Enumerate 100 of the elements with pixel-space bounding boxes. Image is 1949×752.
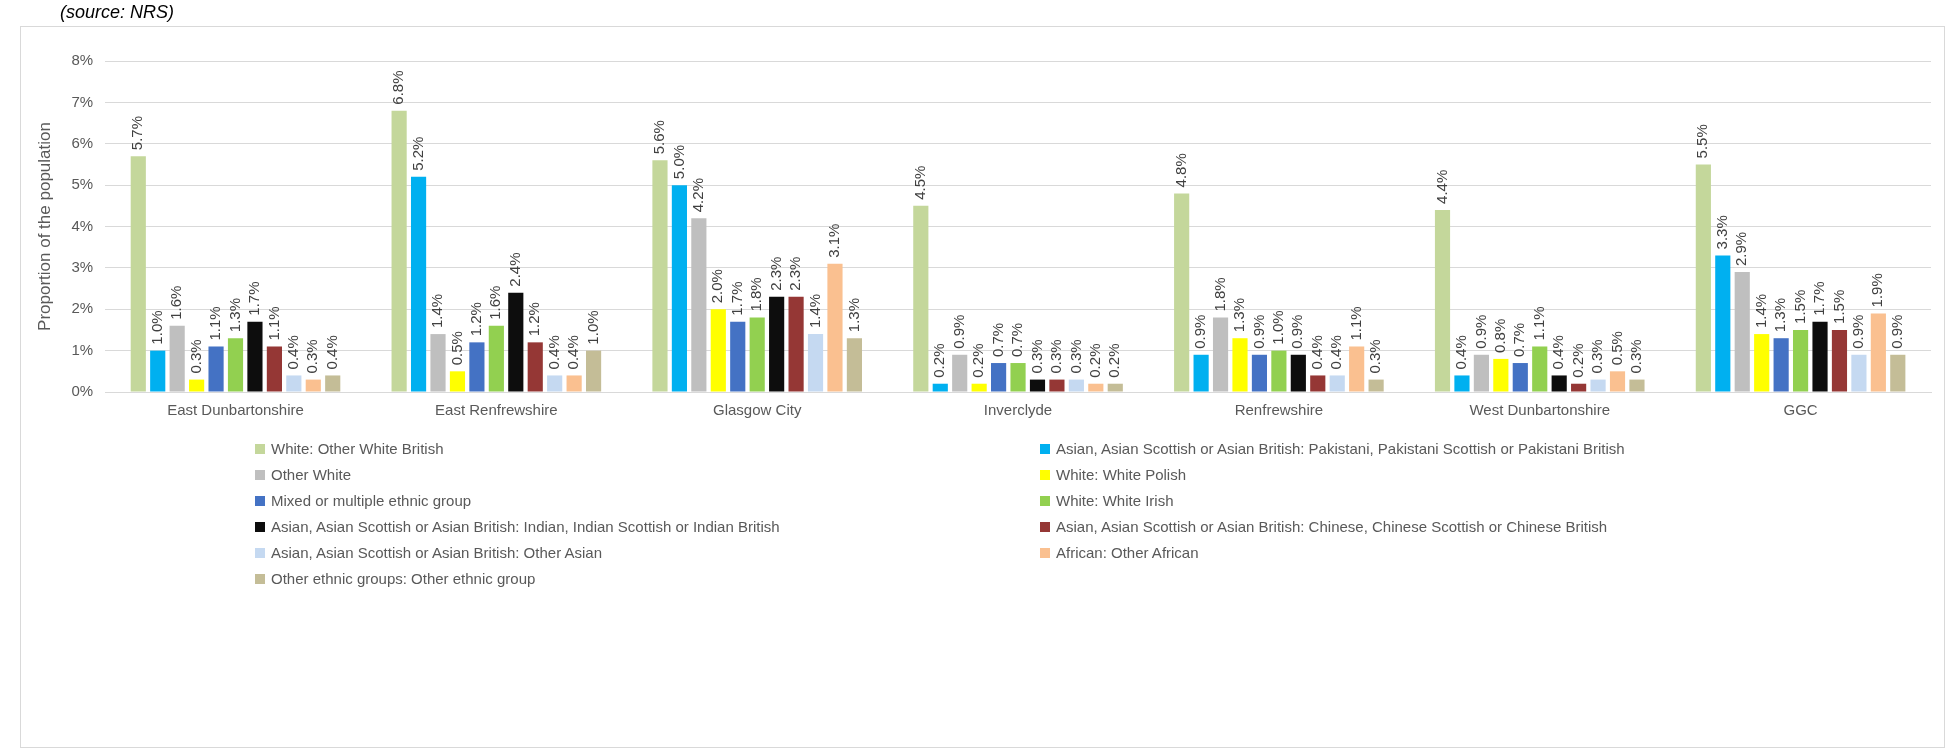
data-label: 0.9% bbox=[1191, 314, 1209, 349]
bar bbox=[1609, 371, 1626, 392]
bar bbox=[1590, 379, 1606, 392]
bar bbox=[410, 176, 427, 392]
legend-label: White: White Polish bbox=[1056, 466, 1187, 483]
bar bbox=[1251, 354, 1268, 392]
data-label: 0.3% bbox=[1066, 339, 1084, 374]
bar bbox=[1454, 375, 1470, 392]
data-label: 2.4% bbox=[505, 252, 523, 287]
bar bbox=[1329, 375, 1345, 392]
bar bbox=[952, 354, 968, 392]
data-label: 5.2% bbox=[408, 136, 426, 171]
bar bbox=[585, 350, 602, 392]
data-label: 0.7% bbox=[988, 322, 1006, 358]
data-label: 1.6% bbox=[167, 285, 185, 320]
data-label: 1.1% bbox=[1529, 306, 1547, 341]
bar bbox=[1734, 272, 1750, 392]
bar bbox=[1107, 383, 1123, 392]
data-label: 0.9% bbox=[949, 314, 967, 349]
data-label: 0.7% bbox=[1510, 322, 1528, 358]
bar bbox=[325, 375, 341, 392]
bar bbox=[1310, 375, 1326, 392]
legend-label: Other ethnic groups: Other ethnic group bbox=[271, 570, 536, 587]
bar bbox=[286, 375, 302, 392]
bar bbox=[1010, 363, 1026, 392]
y-tick-label: 4% bbox=[71, 216, 94, 234]
bar bbox=[671, 185, 687, 392]
data-label: 0.4% bbox=[1549, 335, 1567, 370]
legend-label: White: White Irish bbox=[1056, 492, 1174, 509]
data-label: 1.0% bbox=[583, 310, 601, 345]
bar bbox=[1512, 363, 1528, 392]
data-label: 2.9% bbox=[1732, 231, 1750, 267]
bar bbox=[1232, 338, 1248, 392]
data-label: 0.9% bbox=[1288, 314, 1306, 349]
data-label: 0.4% bbox=[1327, 335, 1345, 370]
data-label: 0.2% bbox=[930, 343, 948, 378]
bar bbox=[1870, 313, 1886, 392]
bar bbox=[430, 334, 446, 392]
bar bbox=[1088, 383, 1104, 392]
legend-label: Asian, Asian Scottish or Asian British: Other Asian bbox=[271, 544, 602, 561]
x-tick-label: GGC bbox=[1783, 401, 1818, 419]
data-label: 3.3% bbox=[1712, 215, 1730, 250]
bar bbox=[1571, 383, 1587, 392]
bar bbox=[1773, 338, 1789, 392]
y-tick-label: 2% bbox=[71, 299, 94, 317]
x-tick-label: East Renfrewshire bbox=[435, 401, 558, 419]
data-label: 6.8% bbox=[389, 70, 407, 105]
x-tick-label: Glasgow City bbox=[713, 401, 802, 419]
bar bbox=[1212, 317, 1229, 392]
y-tick-label: 1% bbox=[71, 340, 94, 358]
data-label: 1.5% bbox=[1829, 289, 1847, 324]
data-label: 5.0% bbox=[669, 144, 687, 180]
data-label: 0.8% bbox=[1490, 318, 1508, 353]
y-tick-label: 5% bbox=[71, 175, 94, 193]
bar bbox=[1068, 379, 1084, 392]
data-label: 1.8% bbox=[1210, 277, 1228, 312]
bar bbox=[1271, 350, 1287, 392]
data-label: 5.5% bbox=[1693, 124, 1711, 159]
data-label: 1.1% bbox=[1346, 306, 1364, 341]
bar bbox=[469, 342, 485, 392]
data-label: 1.8% bbox=[747, 277, 765, 312]
bar bbox=[1812, 321, 1828, 392]
bar bbox=[1629, 379, 1645, 392]
bar bbox=[1493, 358, 1509, 392]
data-label: 1.3% bbox=[844, 298, 862, 333]
data-label: 0.9% bbox=[1849, 314, 1867, 349]
x-tick-label: Inverclyde bbox=[983, 401, 1053, 419]
bar bbox=[827, 263, 843, 392]
data-label: 0.2% bbox=[1085, 343, 1103, 378]
bar bbox=[1851, 354, 1867, 392]
data-label: 4.2% bbox=[689, 178, 706, 213]
data-label: 0.9% bbox=[1887, 314, 1905, 349]
bar bbox=[1754, 334, 1770, 392]
data-label: 0.3% bbox=[1027, 339, 1045, 374]
bar bbox=[807, 334, 824, 392]
y-tick-label: 8% bbox=[71, 51, 94, 69]
data-label: 1.2% bbox=[525, 302, 543, 337]
data-label: 1.1% bbox=[206, 306, 224, 341]
data-label: 0.3% bbox=[1366, 339, 1384, 374]
data-label: 0.5% bbox=[1607, 331, 1625, 366]
bar bbox=[1473, 354, 1489, 392]
bar bbox=[769, 296, 785, 392]
bar bbox=[449, 371, 466, 392]
legend-label: Other White bbox=[271, 466, 352, 483]
y-tick-label: 0% bbox=[71, 382, 94, 400]
data-label: 3.1% bbox=[825, 223, 843, 258]
data-label: 4.5% bbox=[910, 165, 928, 200]
data-label: 1.7% bbox=[727, 281, 745, 316]
bar bbox=[913, 205, 929, 392]
data-label: 0.4% bbox=[564, 335, 582, 370]
bar bbox=[247, 321, 263, 392]
bar bbox=[150, 350, 166, 392]
bar bbox=[488, 325, 504, 392]
data-label: 0.4% bbox=[544, 335, 562, 370]
bar bbox=[1434, 209, 1451, 392]
x-tick-label: Renfrewshire bbox=[1234, 401, 1324, 419]
text: (source: NRS) bbox=[60, 2, 175, 23]
bar bbox=[208, 346, 224, 392]
bar bbox=[266, 346, 282, 392]
bar bbox=[527, 342, 543, 392]
